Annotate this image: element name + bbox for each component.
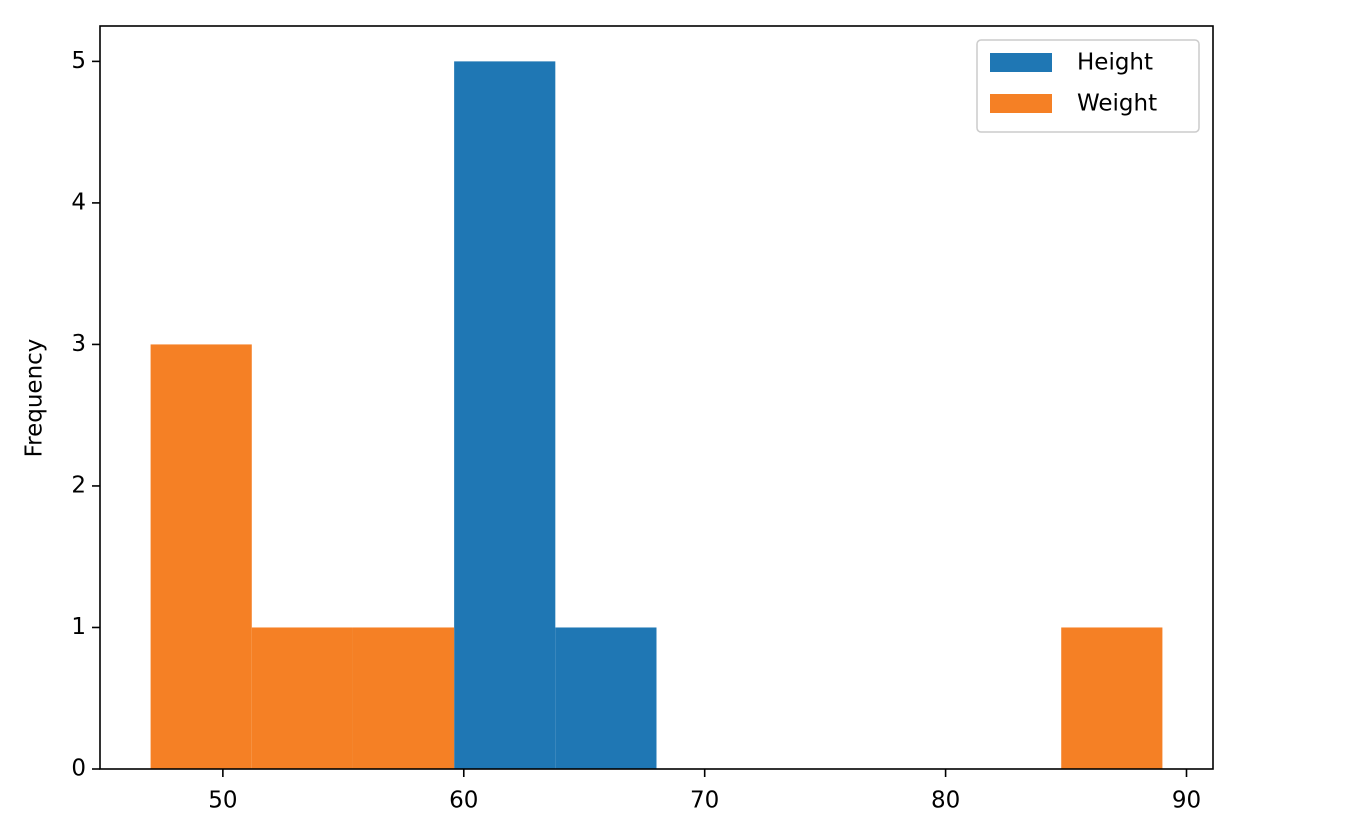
y-axis-label: Frequency (22, 339, 48, 458)
histogram-bar (555, 627, 657, 769)
y-tick-label: 5 (71, 48, 86, 74)
y-tick-label: 3 (71, 331, 86, 357)
legend-label: Weight (1077, 91, 1157, 117)
x-tick-label: 70 (690, 788, 719, 814)
legend-swatch (990, 94, 1052, 113)
histogram-bar (454, 61, 556, 769)
y-tick-label: 1 (71, 614, 86, 640)
histogram-bar (352, 627, 455, 769)
legend-swatch (990, 53, 1052, 72)
axes-frame (99, 25, 1214, 770)
x-tick-label: 60 (449, 788, 478, 814)
histogram-bar (251, 627, 353, 769)
legend-label: Height (1077, 50, 1153, 76)
x-tick-label: 80 (931, 788, 960, 814)
histogram-bar (150, 344, 252, 769)
y-tick-label: 0 (71, 756, 86, 782)
x-tick-label: 90 (1172, 788, 1201, 814)
y-tick-label: 2 (71, 472, 86, 498)
x-tick-label: 50 (208, 788, 237, 814)
y-tick-label: 4 (71, 189, 86, 215)
histogram-bar (1061, 627, 1163, 769)
